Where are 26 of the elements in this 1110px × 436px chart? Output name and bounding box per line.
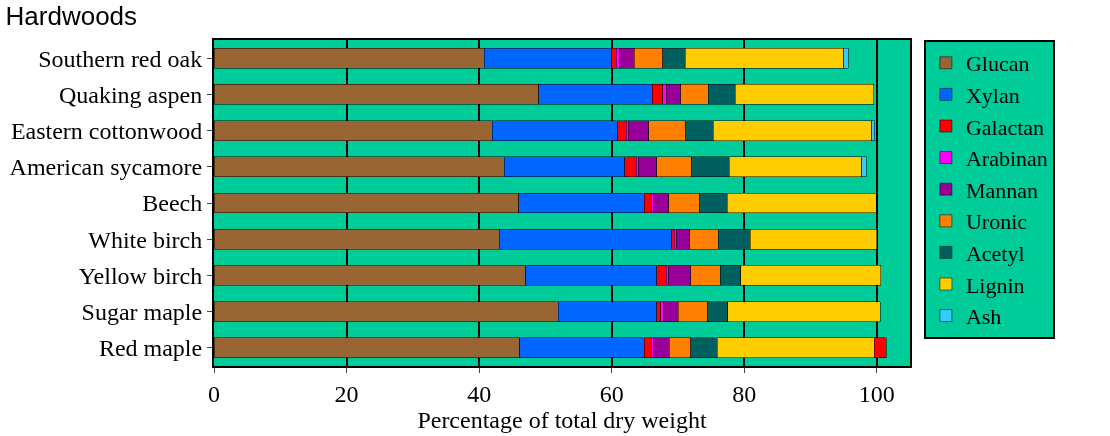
y-tick-label: White birch (88, 226, 203, 253)
legend-label: Glucan (965, 51, 1030, 77)
x-tick-label: 60 (599, 380, 624, 407)
x-tick-label: 100 (858, 380, 895, 407)
y-tick-label: Southern red oak (38, 45, 203, 72)
y-tick-label: Yellow birch (78, 262, 203, 289)
legend-label: Mannan (965, 177, 1039, 203)
y-tick-label: Quaking aspen (58, 81, 203, 108)
legend-label: Xylan (965, 82, 1020, 108)
x-tick-label: 20 (334, 380, 359, 407)
legend-label: Ash (965, 304, 1002, 330)
x-tick-label: 0 (208, 380, 220, 407)
x-tick-label: 40 (467, 380, 492, 407)
legend-label: Galactan (965, 114, 1045, 140)
y-tick-label: Sugar maple (81, 299, 203, 326)
x-axis-title: Percentage of total dry weight (417, 406, 707, 433)
y-tick-label: Eastern cottonwood (10, 117, 203, 144)
x-tick-label: 80 (732, 380, 757, 407)
legend-label: Arabinan (965, 146, 1048, 172)
y-tick-label: Red maple (98, 335, 203, 362)
y-tick-label: American sycamore (9, 154, 203, 181)
legend-label: Lignin (965, 272, 1025, 298)
legend-label: Acetyl (965, 240, 1025, 266)
y-tick-label: Beech (142, 190, 203, 217)
legend-label: Uronic (965, 209, 1028, 235)
chart-title: Hardwoods (5, 0, 138, 31)
